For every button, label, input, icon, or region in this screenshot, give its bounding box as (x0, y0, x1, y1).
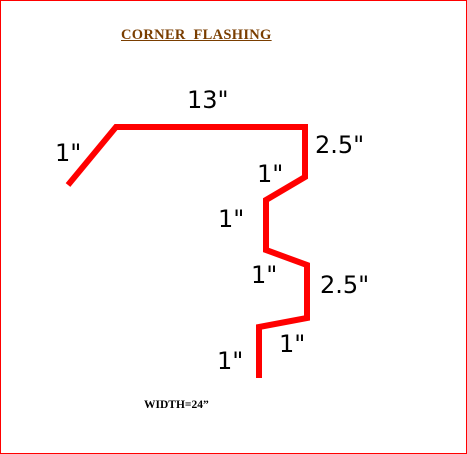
dim-bottom-leg: 1" (217, 347, 244, 375)
dim-jog-4: 1" (279, 330, 306, 358)
dim-second-drop: 2.5" (320, 271, 370, 299)
dim-jog-1: 1" (257, 160, 284, 188)
drawing-title: CORNER FLASHING (121, 27, 272, 43)
dim-jog-2: 1" (218, 205, 245, 233)
flashing-profile-line (65, 124, 310, 378)
width-note: WIDTH=24” (144, 399, 209, 411)
dim-top-width: 13" (187, 86, 229, 114)
dim-left-hem: 1" (55, 139, 82, 167)
dim-first-drop: 2.5" (315, 131, 365, 159)
dim-jog-3: 1" (251, 261, 278, 289)
